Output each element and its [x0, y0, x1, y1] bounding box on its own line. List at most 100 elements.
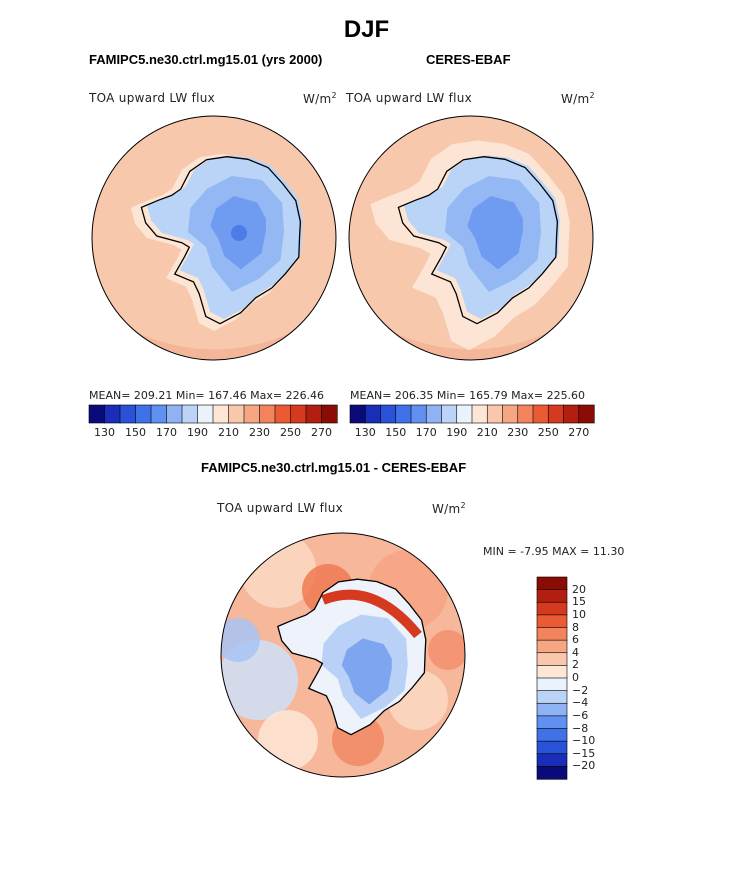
left-cb-tick-5: 230 [249, 426, 270, 439]
right-polar-map [348, 115, 594, 361]
left-cb-tick-0: 130 [94, 426, 115, 439]
diff-cb-cell-4 [536, 627, 568, 641]
right-cb-cell-10 [502, 404, 519, 424]
diff-coastline [277, 578, 427, 736]
right-field [349, 116, 593, 360]
left-colorbar [88, 404, 338, 424]
diff-cb-cell-15 [536, 766, 568, 780]
left-cb-tick-4: 210 [218, 426, 239, 439]
diff-patch-9 [428, 630, 465, 670]
left-cb-cell-8 [212, 404, 230, 424]
diff-cb-cell-2 [536, 601, 568, 616]
left-variable-label: TOA upward LW flux [89, 91, 216, 105]
right-panel-title: CERES-EBAF [426, 52, 511, 67]
right-ice-dark [467, 196, 523, 270]
diff-cb-tick-2: 10 [572, 607, 586, 621]
diff-units-label: W/m2 [432, 501, 466, 516]
left-cb-cell-11 [259, 404, 276, 424]
left-cb-cell-12 [274, 404, 292, 424]
right-cb-cell-13 [547, 404, 565, 424]
left-cb-cell-1 [104, 404, 121, 424]
left-cb-cell-3 [135, 404, 152, 424]
diff-cb-cell-13 [536, 740, 568, 755]
diff-cb-cell-14 [536, 753, 568, 767]
left-stats: MEAN= 209.21 Min= 167.46 Max= 226.46 [89, 389, 325, 402]
right-colorbar [349, 404, 595, 424]
diff-border [220, 532, 466, 778]
left-cb-cell-4 [150, 404, 168, 424]
left-cb-cell-2 [119, 404, 137, 424]
diff-cb-tick-1: 15 [572, 595, 586, 609]
diff-field [221, 533, 465, 777]
left-cb-cell-13 [290, 404, 307, 424]
left-units-label: W/m2 [303, 91, 337, 106]
right-cb-tick-6: 250 [537, 426, 559, 439]
left-ice-core [231, 225, 247, 241]
left-cb-cell-5 [166, 404, 183, 424]
left-cb-cell-9 [228, 404, 245, 424]
diff-patch-8 [258, 710, 318, 770]
right-cb-tick-5: 230 [507, 426, 529, 439]
right-coastline [397, 156, 559, 325]
diff-cb-tick-9: −4 [572, 696, 589, 710]
diff-polar-map [220, 532, 466, 778]
right-cb-tick-2: 170 [415, 426, 437, 439]
diff-cb-cell-11 [536, 715, 568, 730]
diff-cb-tick-3: 8 [572, 620, 579, 634]
right-stats: MEAN= 206.35 Min= 165.79 Max= 225.60 [350, 389, 586, 402]
left-field [92, 116, 336, 360]
diff-minmax: MIN = -7.95 MAX = 11.30 [483, 545, 625, 558]
left-polar-map [91, 115, 337, 361]
diff-cb-tick-14: −20 [572, 759, 596, 773]
right-cb-cell-3 [395, 404, 412, 424]
right-cb-tick-3: 190 [446, 426, 468, 439]
right-cb-cell-12 [532, 404, 549, 424]
diff-colorbar [536, 576, 568, 780]
left-cb-tick-3: 190 [187, 426, 208, 439]
diff-cb-cell-1 [536, 589, 568, 603]
diff-cb-tick-4: 6 [572, 633, 579, 647]
diff-cb-tick-13: −15 [572, 746, 596, 760]
left-panel-title: FAMIPC5.ne30.ctrl.mg15.01 (yrs 2000) [89, 52, 323, 67]
right-cb-tick-0: 130 [354, 426, 376, 439]
right-cb-cell-9 [486, 404, 504, 424]
diff-cb-tick-6: 2 [572, 658, 579, 672]
right-cb-cell-14 [563, 404, 580, 424]
right-border [348, 115, 594, 361]
left-cb-cell-6 [181, 404, 199, 424]
right-cb-tick-7: 270 [568, 426, 590, 439]
left-border [91, 115, 337, 361]
right-cb-cell-6 [441, 404, 458, 424]
diff-cb-tick-0: 20 [572, 582, 586, 596]
diff-cb-cell-7 [536, 665, 568, 679]
right-cb-cell-4 [410, 404, 427, 424]
right-cb-cell-11 [517, 404, 534, 424]
diff-cb-cell-10 [536, 702, 568, 717]
left-cb-cell-14 [305, 404, 323, 424]
left-cb-cell-15 [321, 404, 338, 424]
left-cb-tick-7: 270 [311, 426, 332, 439]
right-cb-cell-2 [380, 404, 397, 424]
left-cb-tick-1: 150 [125, 426, 146, 439]
left-cb-tick-2: 170 [156, 426, 177, 439]
left-coastline [140, 156, 302, 325]
right-cb-cell-15 [578, 404, 595, 424]
diff-cb-tick-12: −10 [572, 734, 596, 748]
right-cb-cell-1 [364, 404, 382, 424]
diff-neg-core [341, 638, 392, 705]
right-cb-cell-8 [471, 404, 488, 424]
diff-cb-cell-5 [536, 639, 568, 654]
diff-cb-cell-9 [536, 690, 568, 704]
diff-patch-3 [221, 618, 260, 662]
diff-cb-cell-3 [536, 614, 568, 629]
diff-cb-tick-5: 4 [572, 645, 579, 659]
right-colorbar-ticks: 130 150 170 190 210 230 250 270 [350, 426, 594, 440]
diff-cb-tick-7: 0 [572, 671, 579, 684]
diff-cb-tick-11: −8 [572, 721, 589, 735]
right-variable-label: TOA upward LW flux [346, 91, 473, 105]
diff-cb-tick-8: −2 [572, 683, 589, 697]
left-colorbar-ticks: 130 150 170 190 210 230 250 270 [89, 426, 337, 440]
right-cb-cell-0 [349, 404, 366, 424]
right-cb-cell-5 [425, 404, 443, 424]
diff-panel-title: FAMIPC5.ne30.ctrl.mg15.01 - CERES-EBAF [201, 460, 467, 475]
